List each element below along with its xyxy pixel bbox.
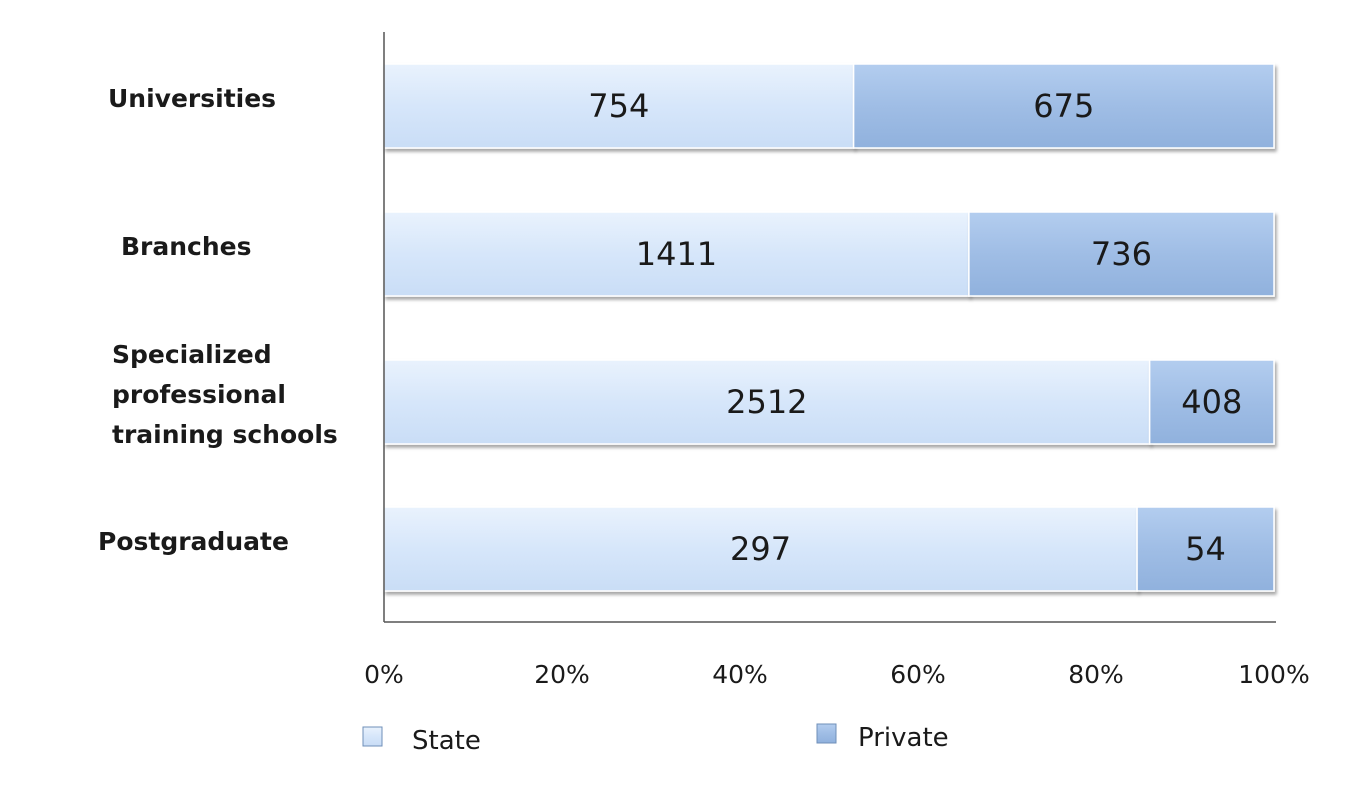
category-label-line: Postgraduate: [98, 527, 289, 556]
legend-swatch-private: [816, 723, 837, 744]
x-tick-label: 0%: [364, 660, 404, 689]
category-label-line: Universities: [108, 84, 276, 113]
legend-swatch-state: [362, 726, 383, 747]
bar-state-3: [383, 506, 1138, 592]
category-label-2: Specialized professional training schools: [112, 340, 338, 449]
category-label-1: Branches: [121, 232, 252, 261]
bar-private-3: [1136, 506, 1275, 592]
category-label-line: training schools: [112, 420, 338, 449]
data-label-state-2: 2512: [726, 383, 807, 421]
category-label-0: Universities: [108, 84, 276, 113]
labels-layer: 754 675 Universities 1411 736 Branches 2512 408…: [98, 84, 1242, 568]
x-tick-label: 60%: [890, 660, 946, 689]
x-tick-label: 100%: [1238, 660, 1309, 689]
data-label-private-2: 408: [1181, 383, 1242, 421]
data-label-state-0: 754: [588, 87, 649, 125]
x-tick-label: 80%: [1068, 660, 1124, 689]
data-label-private-0: 675: [1033, 87, 1094, 125]
bar-state-2: [383, 359, 1151, 445]
bars-layer: [383, 63, 1275, 592]
category-label-line: Specialized: [112, 340, 272, 369]
bar-state-0: [383, 63, 855, 149]
bar-private-0: [852, 63, 1275, 149]
x-tick-label: 20%: [534, 660, 590, 689]
category-label-line: professional: [112, 380, 286, 409]
data-label-private-1: 736: [1091, 235, 1152, 273]
legend-label-state: State: [412, 726, 481, 756]
axis-layer: 0% 20% 40% 60% 80% 100%: [364, 32, 1310, 689]
data-label-private-3: 54: [1185, 530, 1226, 568]
legend-label-private: Private: [858, 723, 949, 753]
category-label-line: Branches: [121, 232, 252, 261]
bar-private-2: [1148, 359, 1275, 445]
data-label-state-1: 1411: [636, 235, 717, 273]
data-label-state-3: 297: [730, 530, 791, 568]
legend: State Private: [362, 723, 949, 756]
bar-private-1: [968, 211, 1275, 297]
category-label-3: Postgraduate: [98, 527, 289, 556]
x-tick-label: 40%: [712, 660, 768, 689]
bar-state-1: [383, 211, 970, 297]
